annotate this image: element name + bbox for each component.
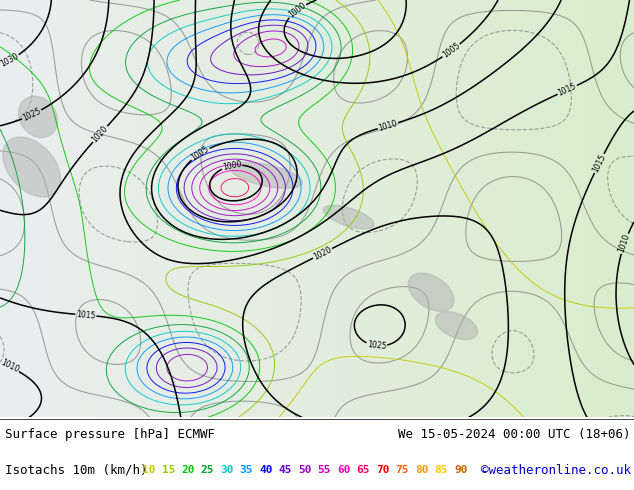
Text: We 15-05-2024 00:00 UTC (18+06): We 15-05-2024 00:00 UTC (18+06) — [398, 428, 631, 441]
Text: 1015: 1015 — [557, 82, 578, 98]
Text: 50: 50 — [298, 466, 312, 475]
Text: 55: 55 — [318, 466, 331, 475]
Text: 85: 85 — [435, 466, 448, 475]
Ellipse shape — [18, 96, 58, 138]
Text: 70: 70 — [376, 466, 390, 475]
Text: 30: 30 — [220, 466, 233, 475]
Text: 75: 75 — [396, 466, 409, 475]
Text: 65: 65 — [357, 466, 370, 475]
Ellipse shape — [323, 205, 374, 229]
Text: 1005: 1005 — [441, 41, 462, 60]
Text: 1010: 1010 — [0, 358, 20, 375]
Text: 1030: 1030 — [0, 52, 20, 69]
Text: 1015: 1015 — [591, 153, 607, 174]
Text: ©weatheronline.co.uk: ©weatheronline.co.uk — [481, 464, 631, 477]
Text: 1025: 1025 — [366, 340, 387, 351]
Text: Isotachs 10m (km/h): Isotachs 10m (km/h) — [5, 464, 148, 477]
Ellipse shape — [230, 162, 302, 188]
Text: 45: 45 — [278, 466, 292, 475]
Text: Surface pressure [hPa] ECMWF: Surface pressure [hPa] ECMWF — [5, 428, 215, 441]
Text: 1010: 1010 — [617, 233, 632, 254]
Text: 10: 10 — [142, 466, 155, 475]
Text: 80: 80 — [415, 466, 429, 475]
Text: 15: 15 — [162, 466, 175, 475]
Text: 1005: 1005 — [190, 145, 210, 163]
Text: 35: 35 — [240, 466, 253, 475]
Text: 1020: 1020 — [90, 124, 110, 144]
Text: 1020: 1020 — [312, 245, 333, 262]
Text: 60: 60 — [337, 466, 351, 475]
Text: 25: 25 — [200, 466, 214, 475]
Ellipse shape — [436, 312, 477, 340]
Text: 1025: 1025 — [21, 106, 42, 123]
Text: 1000: 1000 — [222, 160, 242, 172]
Text: 1000: 1000 — [287, 1, 307, 20]
Text: 20: 20 — [181, 466, 195, 475]
Ellipse shape — [408, 273, 454, 311]
Text: 1015: 1015 — [76, 310, 96, 320]
Text: 1010: 1010 — [377, 119, 398, 133]
Text: 90: 90 — [454, 466, 468, 475]
Ellipse shape — [3, 137, 61, 197]
Text: 40: 40 — [259, 466, 273, 475]
